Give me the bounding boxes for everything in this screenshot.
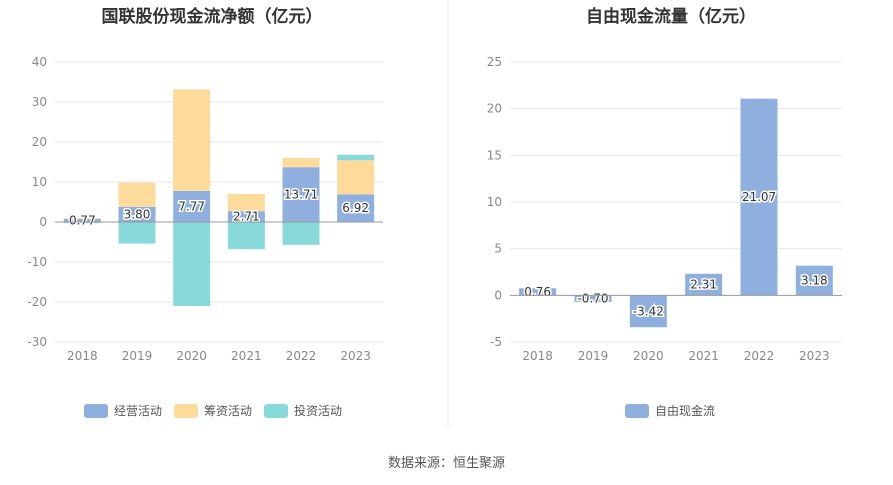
y-tick-label: 0 — [494, 288, 502, 302]
data-label: 0.76 — [524, 285, 551, 299]
bars — [63, 89, 375, 306]
legend-label: 自由现金流 — [655, 403, 715, 418]
bar-2023-series-0 — [795, 265, 833, 296]
data-label: 3.18 — [801, 273, 828, 287]
bar-2018-series-2 — [63, 222, 101, 224]
chart-title: 国联股份现金流净额（亿元） — [102, 6, 323, 27]
source-note: 数据来源：恒生聚源 — [387, 456, 505, 471]
legend-swatch — [625, 404, 649, 418]
y-tick-label: 10 — [32, 175, 47, 189]
bar-2022-series-1 — [282, 157, 320, 168]
legend-label: 筹资活动 — [204, 404, 252, 418]
y-tick-label: -5 — [490, 335, 502, 349]
data-label: 13.71 — [284, 188, 318, 202]
bar-2020-series-1 — [173, 89, 211, 191]
bar-2023-series-1 — [337, 160, 375, 195]
data-label: 0.77 — [69, 213, 96, 227]
x-tick-label: 2020 — [176, 349, 207, 363]
x-tick-label: 2018 — [67, 349, 98, 363]
bar-2023-series-0 — [337, 194, 375, 222]
data-label: 2.31 — [690, 278, 717, 292]
bar-2019-series-2 — [118, 222, 156, 244]
data-label: -0.70 — [577, 292, 608, 306]
x-tick-label: 2022 — [286, 349, 317, 363]
bar-2018-series-0 — [519, 288, 557, 296]
bar-2018-series-0 — [63, 218, 101, 222]
cash-flow-net-chart: 国联股份现金流净额（亿元） 0.77 3.807.772.7113.716.92 … — [27, 6, 383, 418]
chart-title: 自由现金流量（亿元） — [586, 6, 756, 27]
x-tick-label: 2018 — [522, 349, 553, 363]
grid — [510, 61, 842, 343]
legend-swatch — [264, 404, 288, 418]
bar-2020-series-0 — [629, 295, 667, 328]
data-labels: 0.76 -0.70 -3.42 2.31 21.07 3.18 — [523, 189, 829, 320]
axes: 40 30 20 10 0 -10 -20 -30 2018 2019 2020 2021 2022 20… — [27, 55, 383, 363]
y-tick-label: -10 — [27, 255, 47, 269]
data-label: 21.07 — [742, 190, 776, 204]
bar-2022-series-0 — [282, 167, 320, 222]
bar-2021-series-0 — [227, 211, 265, 222]
y-tick-label: 25 — [487, 55, 502, 69]
x-tick-label: 2019 — [122, 349, 153, 363]
bar-2022-series-0 — [740, 98, 778, 296]
legend-swatch — [174, 404, 198, 418]
x-tick-label: 2022 — [744, 349, 775, 363]
y-tick-label: 10 — [487, 195, 502, 209]
bar-2022-series-2 — [282, 222, 320, 245]
data-label: 7.77 — [178, 199, 205, 213]
bar-2020-series-0 — [173, 190, 211, 222]
bar-2019-series-0 — [574, 295, 612, 302]
x-tick-label: 2021 — [231, 349, 262, 363]
x-tick-label: 2021 — [688, 349, 719, 363]
x-tick-label: 2019 — [578, 349, 609, 363]
bar-2021-series-0 — [685, 273, 723, 296]
y-tick-label: 20 — [32, 135, 47, 149]
grid — [55, 61, 383, 343]
y-tick-label: 15 — [487, 148, 502, 162]
legend: 自由现金流 — [625, 403, 715, 418]
x-tick-label: 2023 — [340, 349, 371, 363]
bar-2023-series-2 — [337, 154, 375, 161]
y-tick-label: 0 — [39, 215, 47, 229]
y-tick-label: 40 — [32, 55, 47, 69]
legend: 经营活动 筹资活动 投资活动 — [84, 403, 342, 418]
legend-label: 投资活动 — [294, 403, 342, 418]
bar-2021-series-2 — [227, 222, 265, 250]
x-tick-label: 2023 — [799, 349, 830, 363]
bar-2019-series-0 — [118, 206, 156, 222]
bar-2020-series-2 — [173, 222, 211, 306]
data-label: -3.42 — [633, 304, 664, 318]
x-tick-label: 2020 — [633, 349, 664, 363]
bar-2018-series-1 — [63, 218, 101, 219]
bars — [519, 98, 833, 328]
y-tick-label: -20 — [27, 295, 47, 309]
y-tick-label: 5 — [494, 242, 502, 256]
y-tick-label: -30 — [27, 335, 47, 349]
data-label: 2.71 — [233, 210, 260, 224]
data-label: 3.80 — [124, 207, 151, 221]
bar-2019-series-1 — [118, 182, 156, 207]
data-labels: 0.77 3.80 7.77 2.71 13.71 6.92 — [67, 186, 370, 229]
axes: 25 20 15 10 5 0 -5 2018 2019 2020 2021 2022 2023 — [487, 55, 842, 363]
legend-swatch — [84, 404, 108, 418]
free-cash-flow-chart: 自由现金流量（亿元） 0.76 -0.70 -3.42 2.31 21.07 3.18 2… — [487, 6, 842, 418]
legend-label: 经营活动 — [114, 404, 162, 418]
y-tick-label: 20 — [487, 102, 502, 116]
data-label: 6.92 — [342, 201, 369, 215]
bar-2021-series-1 — [227, 193, 265, 212]
y-tick-label: 30 — [32, 95, 47, 109]
